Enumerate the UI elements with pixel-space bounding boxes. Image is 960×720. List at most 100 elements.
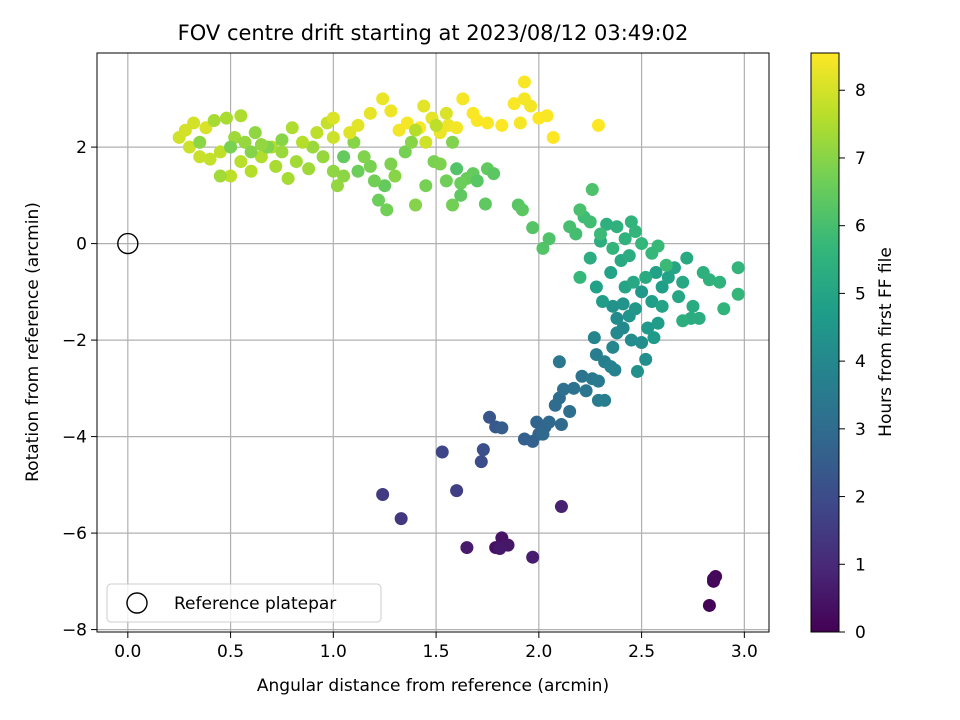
data-point	[583, 215, 597, 229]
colorbar: 0 1 2 3 4 5 6 7 8 Hours from first FF file	[810, 52, 896, 643]
data-point	[310, 126, 324, 140]
data-point	[384, 104, 398, 118]
data-point	[363, 159, 377, 173]
data-point	[376, 487, 390, 501]
data-point	[398, 145, 412, 159]
data-point	[483, 410, 497, 424]
data-point	[713, 275, 727, 289]
y-tick-label: 0	[76, 235, 87, 255]
data-point	[579, 384, 593, 398]
data-point	[536, 427, 550, 441]
x-tick-label: 2.5	[628, 642, 655, 662]
colorbar-label: Hours from first FF file	[876, 247, 896, 437]
y-tick-label: 2	[76, 138, 87, 158]
data-point	[593, 227, 607, 241]
data-point	[563, 404, 577, 418]
data-point	[316, 150, 330, 164]
data-point	[731, 261, 745, 275]
data-point	[275, 133, 289, 147]
data-point	[409, 198, 423, 212]
data-point	[610, 311, 624, 325]
data-point	[404, 135, 418, 149]
data-point	[524, 99, 538, 113]
data-point	[380, 203, 394, 217]
data-point	[207, 114, 221, 128]
data-point	[692, 311, 706, 325]
data-point	[470, 114, 484, 128]
data-point	[454, 188, 468, 202]
data-point	[639, 352, 653, 366]
colorbar-tick-label: 2	[855, 488, 866, 508]
data-point	[193, 135, 207, 149]
data-point	[450, 162, 464, 176]
data-point	[626, 275, 640, 289]
x-tick-label: 1.5	[423, 642, 450, 662]
data-point	[567, 381, 581, 395]
data-point	[645, 294, 659, 308]
colorbar-tick-label: 0	[855, 623, 866, 643]
data-point	[337, 150, 351, 164]
data-point	[224, 169, 238, 183]
data-point	[285, 121, 299, 135]
data-point	[435, 445, 449, 459]
data-point	[429, 118, 443, 132]
data-point	[686, 299, 700, 313]
data-point	[289, 155, 303, 169]
x-axis-label: Angular distance from reference (arcmin)	[257, 676, 609, 696]
axes: 0.0 0.5 1.0 1.5 2.0 2.5 3.0 −8 −6 −4 −2 0 2	[62, 52, 770, 662]
data-point	[480, 116, 494, 130]
data-point	[478, 197, 492, 211]
data-point	[470, 174, 484, 188]
data-point	[618, 232, 632, 246]
colorbar-tick-label: 6	[855, 217, 866, 237]
data-point	[583, 251, 597, 265]
data-point	[495, 118, 509, 132]
data-point	[351, 118, 365, 132]
data-point	[526, 550, 540, 564]
colorbar-tick-label: 8	[855, 81, 866, 101]
data-point	[622, 249, 636, 263]
data-point	[591, 118, 605, 132]
data-point	[306, 140, 320, 154]
colorbar-tick-label: 1	[855, 555, 866, 575]
data-point	[554, 418, 568, 432]
data-point	[296, 135, 310, 149]
data-point	[378, 179, 392, 193]
data-point	[476, 443, 490, 457]
legend-box	[106, 583, 382, 623]
y-tick-label: −4	[62, 428, 87, 448]
data-point	[372, 193, 386, 207]
data-point	[573, 203, 587, 217]
data-point	[651, 239, 665, 253]
data-point	[702, 598, 716, 612]
data-point	[641, 321, 655, 335]
data-point	[248, 126, 262, 140]
data-point	[649, 266, 663, 280]
data-point	[655, 299, 669, 313]
data-point	[193, 150, 207, 164]
data-point	[526, 221, 540, 235]
data-point	[254, 150, 268, 164]
data-point	[600, 217, 614, 231]
data-point	[419, 135, 433, 149]
data-point	[540, 109, 554, 123]
legend-marker	[126, 592, 148, 614]
data-point	[573, 270, 587, 284]
data-point	[454, 176, 468, 190]
data-point	[450, 121, 464, 135]
data-point	[651, 316, 665, 330]
data-point	[546, 130, 560, 144]
data-point	[357, 150, 371, 164]
data-point	[552, 355, 566, 369]
data-point	[589, 280, 603, 294]
data-point	[639, 270, 653, 284]
data-point	[450, 484, 464, 498]
data-point	[394, 512, 408, 526]
data-point	[433, 157, 447, 171]
data-point	[302, 162, 316, 176]
data-point	[635, 336, 649, 349]
data-point	[493, 542, 507, 556]
data-point	[376, 92, 390, 106]
data-point	[326, 111, 340, 125]
